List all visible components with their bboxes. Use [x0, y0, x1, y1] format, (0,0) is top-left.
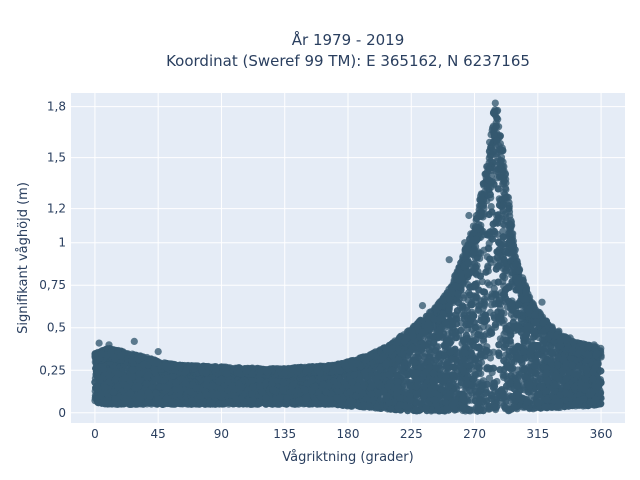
chart-title-line-2: Koordinat (Sweref 99 TM): E 365162, N 62…	[166, 52, 530, 70]
data-point	[487, 295, 495, 303]
data-points	[91, 99, 605, 415]
data-point	[478, 278, 486, 286]
chart-title-line-1: År 1979 - 2019	[292, 30, 405, 49]
data-point	[486, 354, 495, 362]
data-point	[487, 203, 495, 211]
